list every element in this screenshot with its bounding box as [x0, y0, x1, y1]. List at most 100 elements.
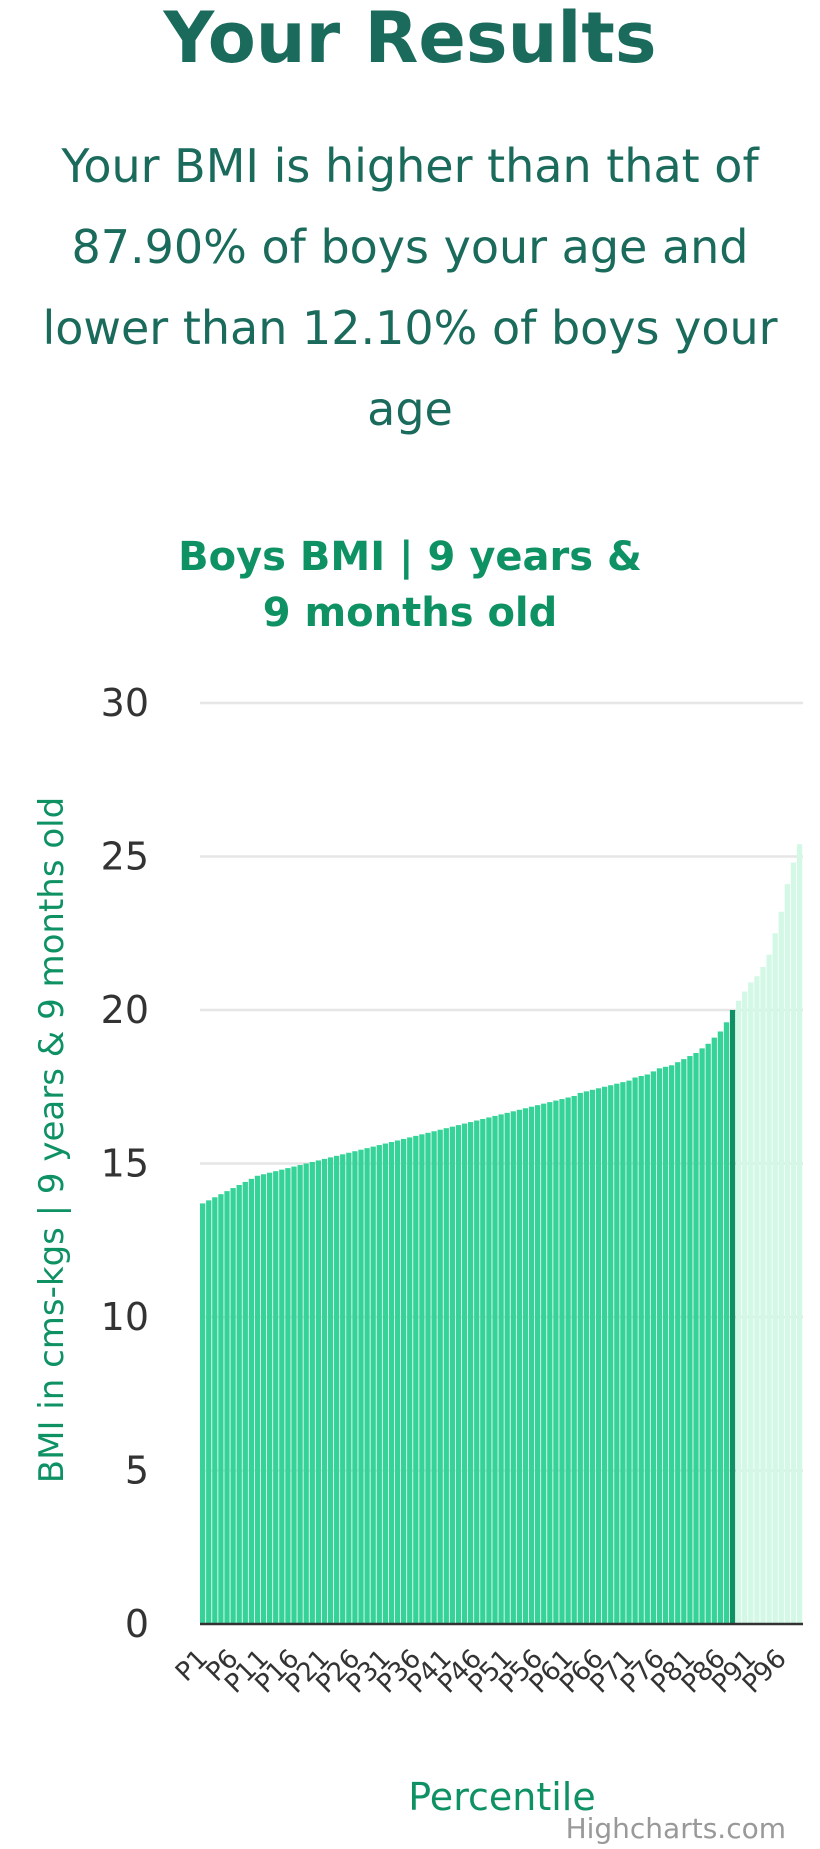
bar-p66[interactable]: [595, 1088, 602, 1624]
bar-p22[interactable]: [327, 1157, 334, 1624]
bar-p21[interactable]: [321, 1158, 328, 1624]
bar-p41[interactable]: [443, 1128, 449, 1624]
bar-p10[interactable]: [254, 1175, 261, 1624]
bar-p31[interactable]: [382, 1143, 389, 1624]
bar-p28[interactable]: [364, 1148, 370, 1624]
bar-p43[interactable]: [455, 1125, 462, 1624]
bar-p54[interactable]: [522, 1108, 529, 1624]
bar-p5[interactable]: [224, 1191, 230, 1624]
bar-p83[interactable]: [699, 1048, 705, 1624]
bar-p71[interactable]: [626, 1080, 632, 1624]
bar-p69[interactable]: [614, 1083, 620, 1624]
bar-p23[interactable]: [334, 1155, 340, 1624]
bar-p39[interactable]: [431, 1131, 437, 1624]
bar-p18[interactable]: [303, 1163, 309, 1625]
bar-p73[interactable]: [638, 1076, 644, 1624]
bar-p15[interactable]: [285, 1168, 291, 1624]
bar-p94[interactable]: [766, 954, 772, 1624]
bar-p27[interactable]: [358, 1149, 364, 1624]
bar-p48[interactable]: [486, 1117, 492, 1624]
bar-p55[interactable]: [528, 1106, 535, 1624]
bar-p68[interactable]: [608, 1085, 614, 1624]
bar-p20[interactable]: [315, 1160, 322, 1624]
bar-p70[interactable]: [620, 1082, 626, 1624]
bar-p12[interactable]: [267, 1172, 273, 1624]
bar-p86[interactable]: [717, 1031, 724, 1624]
bar-p42[interactable]: [449, 1126, 456, 1624]
bar-p53[interactable]: [516, 1109, 523, 1624]
bar-p1[interactable]: [200, 1203, 206, 1624]
bar-p72[interactable]: [632, 1077, 638, 1624]
bar-p16[interactable]: [291, 1166, 297, 1624]
bar-p92[interactable]: [754, 976, 760, 1624]
bar-p52[interactable]: [510, 1111, 516, 1624]
bar-p75[interactable]: [650, 1071, 657, 1624]
bar-p57[interactable]: [541, 1103, 547, 1624]
bar-p2[interactable]: [206, 1200, 212, 1624]
bar-p77[interactable]: [662, 1066, 669, 1624]
bar-p67[interactable]: [602, 1086, 608, 1624]
bar-p98[interactable]: [790, 862, 797, 1624]
bar-p17[interactable]: [297, 1165, 303, 1624]
bar-p6[interactable]: [230, 1188, 236, 1624]
bar-p45[interactable]: [468, 1122, 474, 1624]
bar-p3[interactable]: [212, 1197, 218, 1624]
bar-p47[interactable]: [480, 1118, 486, 1624]
bar-p93[interactable]: [760, 967, 766, 1624]
bar-p25[interactable]: [346, 1152, 352, 1624]
bar-p8[interactable]: [242, 1181, 248, 1624]
bar-p65[interactable]: [589, 1089, 596, 1624]
bar-p51[interactable]: [504, 1112, 510, 1624]
bar-p91[interactable]: [748, 982, 754, 1624]
bar-p82[interactable]: [693, 1052, 699, 1624]
bar-p38[interactable]: [425, 1132, 431, 1624]
bar-p49[interactable]: [492, 1115, 498, 1624]
bar-p35[interactable]: [407, 1137, 413, 1624]
bmi-summary-text: Your BMI is higher than that of 87.90% o…: [42, 139, 778, 436]
bar-p34[interactable]: [401, 1138, 407, 1624]
bar-p7[interactable]: [236, 1184, 242, 1624]
bar-p60[interactable]: [559, 1099, 565, 1624]
bar-p74[interactable]: [644, 1074, 650, 1624]
bar-p81[interactable]: [687, 1056, 693, 1624]
bar-p58[interactable]: [547, 1102, 553, 1624]
bar-p80[interactable]: [681, 1059, 687, 1624]
bar-p87[interactable]: [723, 1022, 730, 1624]
bar-p40[interactable]: [437, 1129, 443, 1624]
bar-p90[interactable]: [742, 991, 748, 1624]
bar-p33[interactable]: [394, 1140, 401, 1624]
bar-p11[interactable]: [260, 1174, 267, 1624]
bar-p13[interactable]: [273, 1171, 279, 1624]
bar-p95[interactable]: [772, 933, 778, 1624]
bar-p88[interactable]: [729, 1010, 736, 1624]
bar-p46[interactable]: [474, 1120, 480, 1624]
bar-p37[interactable]: [419, 1134, 425, 1624]
bar-p59[interactable]: [553, 1100, 559, 1624]
bar-p85[interactable]: [711, 1037, 717, 1624]
bar-p84[interactable]: [705, 1043, 711, 1624]
bar-p76[interactable]: [656, 1068, 663, 1624]
bar-p30[interactable]: [376, 1145, 382, 1624]
bar-p29[interactable]: [370, 1146, 376, 1624]
bar-p44[interactable]: [461, 1123, 468, 1624]
bar-p50[interactable]: [498, 1114, 504, 1624]
bar-p36[interactable]: [413, 1135, 419, 1624]
bar-p19[interactable]: [309, 1161, 315, 1624]
bar-p26[interactable]: [352, 1151, 358, 1624]
bar-p9[interactable]: [248, 1178, 255, 1624]
bar-p63[interactable]: [577, 1092, 583, 1624]
bar-p99[interactable]: [796, 844, 803, 1624]
bar-p97[interactable]: [784, 884, 791, 1624]
bar-p89[interactable]: [736, 1000, 742, 1624]
bar-p62[interactable]: [571, 1095, 577, 1624]
bar-p79[interactable]: [675, 1062, 681, 1624]
bar-p78[interactable]: [669, 1065, 675, 1624]
bar-p4[interactable]: [218, 1194, 224, 1624]
bar-p14[interactable]: [279, 1169, 285, 1624]
bar-p64[interactable]: [583, 1091, 590, 1624]
bar-p96[interactable]: [778, 911, 784, 1624]
bar-p32[interactable]: [388, 1142, 395, 1624]
bar-p24[interactable]: [340, 1154, 346, 1624]
bar-p56[interactable]: [535, 1105, 541, 1624]
bar-p61[interactable]: [565, 1097, 571, 1624]
